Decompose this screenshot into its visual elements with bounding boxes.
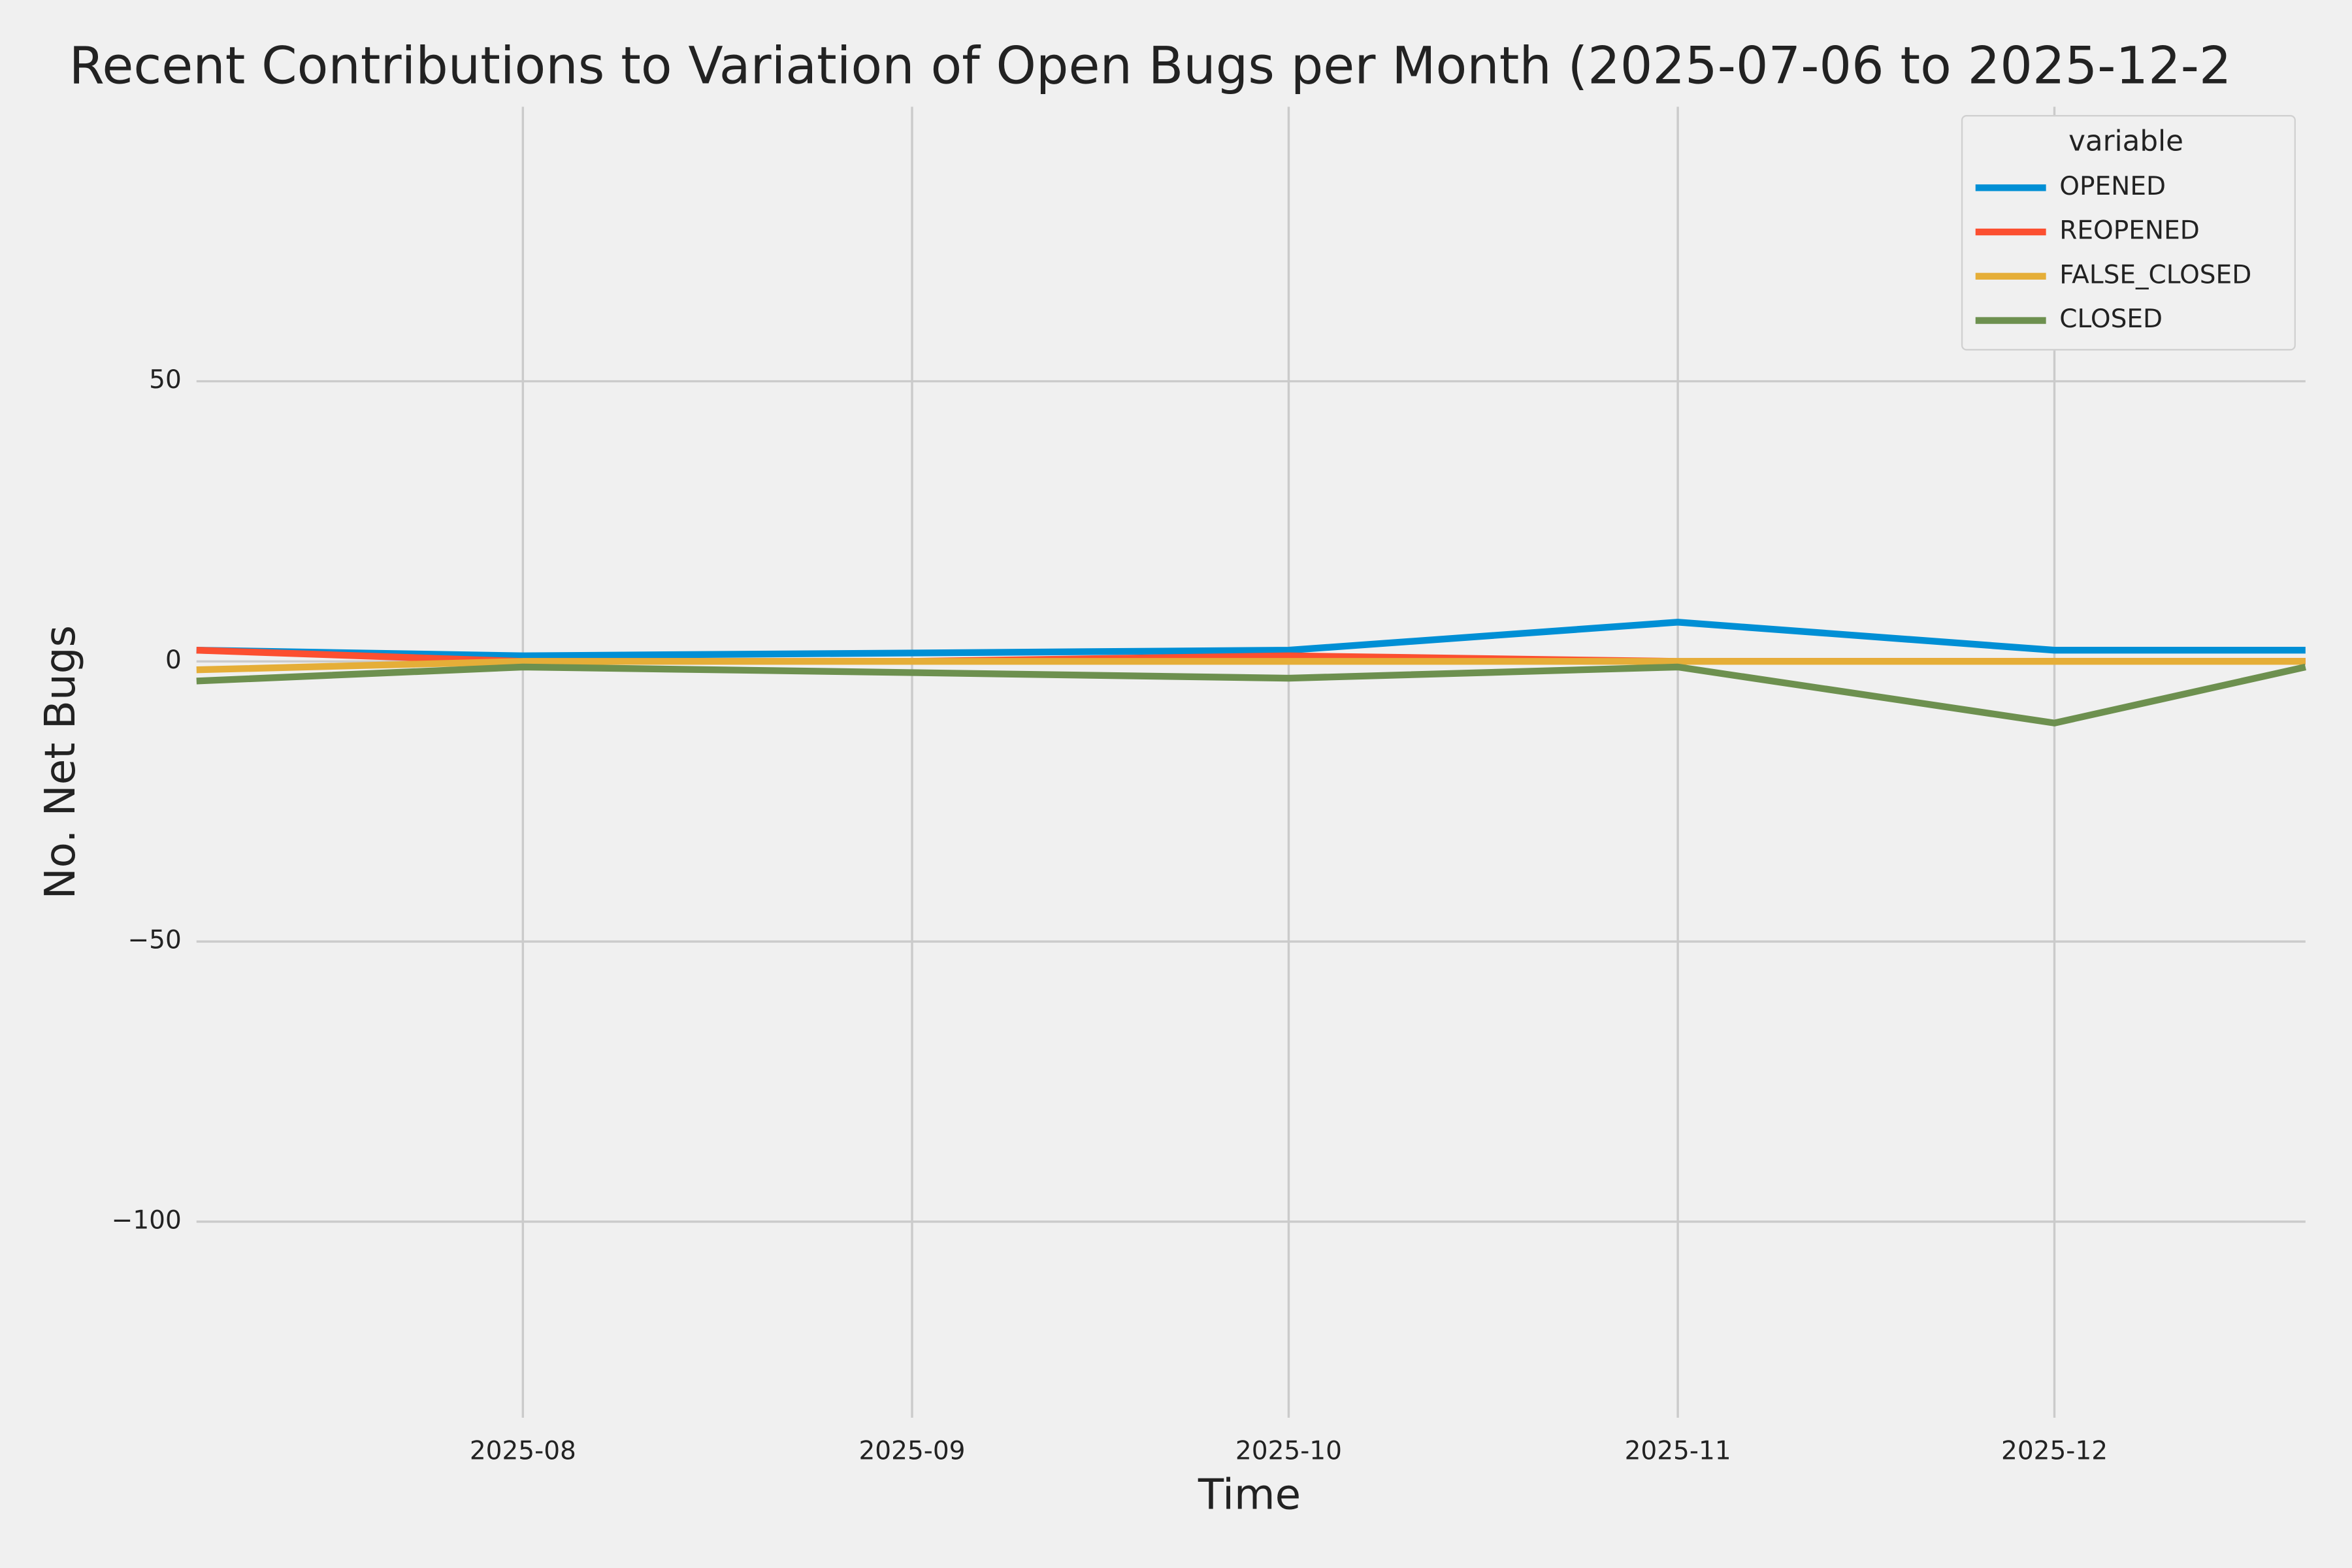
y-tick-label: 0 [165,645,182,675]
series-line [196,658,2306,674]
legend-label: CLOSED [2059,304,2163,334]
legend-label: OPENED [2059,172,2166,201]
x-tick-label: 2025-11 [1625,1436,1731,1465]
lines [196,619,2306,727]
y-tick-label: −50 [127,926,181,955]
x-tick-label: 2025-09 [858,1436,965,1465]
x-axis-label: Time [1198,1470,1301,1519]
y-axis-label: No. Net Bugs [36,625,85,899]
series-line [196,663,2306,727]
series-line [196,619,2306,659]
legend-title: variable [2068,125,2183,157]
x-tick-label: 2025-08 [470,1436,576,1465]
legend-label: REOPENED [2059,216,2200,246]
legend: variable OPENED REOPENED FALSE_CLOSED CLOSED [1961,115,2296,351]
legend-box [1961,115,2296,351]
x-tick-label: 2025-10 [1235,1436,1342,1465]
x-tick-label: 2025-12 [2001,1436,2108,1465]
chart-title: Recent Contributions to Variation of Ope… [69,37,2232,95]
y-tick-label: 50 [149,365,182,395]
legend-label: FALSE_CLOSED [2059,260,2251,289]
y-tick-label: −100 [112,1205,182,1235]
